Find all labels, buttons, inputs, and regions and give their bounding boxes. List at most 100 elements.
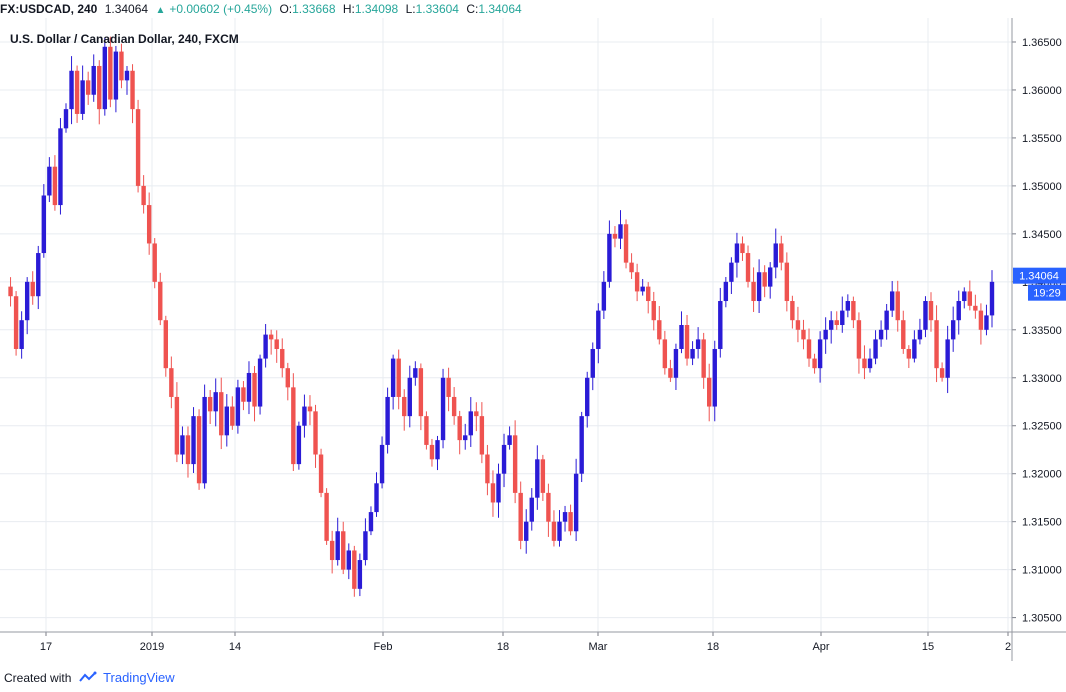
candle-body (817, 339, 823, 369)
candle-body (812, 358, 817, 369)
candle-body (740, 243, 745, 254)
candle-body (707, 377, 712, 407)
candle-body (535, 459, 540, 498)
candle-body (668, 368, 673, 378)
candle-body (873, 339, 878, 359)
candle-body (662, 339, 668, 369)
candle-body (74, 70, 80, 114)
candle-body (346, 550, 351, 570)
candle-body (108, 46, 113, 100)
y-tick-label: 1.33000 (1022, 373, 1062, 385)
y-tick-label: 1.35500 (1022, 133, 1062, 145)
candle-body (962, 291, 967, 302)
candle-body (978, 310, 984, 330)
candle-body (329, 540, 335, 561)
candle-body (601, 281, 607, 311)
x-tick-label: Mar (589, 641, 608, 653)
symbol-label[interactable]: FX:USDCAD, 240 (0, 2, 98, 16)
candle-body (745, 253, 751, 282)
high-label: H: (342, 2, 355, 16)
candle-body (30, 281, 35, 297)
candle-body (612, 233, 618, 239)
x-tick-label: 18 (707, 641, 719, 653)
high-value: 1.34098 (354, 2, 399, 16)
candle-body (302, 406, 307, 426)
candle-body (701, 339, 706, 378)
candle-body (923, 301, 928, 330)
x-tick-label: 14 (229, 641, 241, 653)
candle-body (579, 416, 584, 474)
candle-body (130, 70, 135, 110)
candle-body (562, 512, 568, 522)
candle-body (158, 281, 163, 321)
candle-body (867, 358, 873, 369)
candle-body (806, 339, 812, 359)
candle-body (235, 387, 241, 426)
candle-body (479, 416, 485, 455)
tradingview-brand[interactable]: TradingView (103, 670, 175, 685)
candle-body (629, 262, 634, 273)
candle-body (102, 46, 108, 110)
x-tick-label: 18 (497, 641, 509, 653)
candle-body (840, 310, 845, 325)
candle-body (213, 392, 218, 412)
candle-body (163, 320, 169, 369)
created-with-label: Created with (4, 671, 72, 685)
candle-body (723, 281, 729, 302)
y-tick-label: 1.31000 (1022, 565, 1062, 577)
candle-body (263, 334, 268, 359)
candle-body (568, 512, 573, 532)
y-tick-label: 1.31500 (1022, 517, 1062, 529)
y-tick-label: 1.33500 (1022, 325, 1062, 337)
candle-body (352, 550, 357, 589)
last-price-label: 1.34064 (1019, 271, 1059, 283)
y-tick-label: 1.36500 (1022, 37, 1062, 49)
candle-body (768, 267, 773, 287)
price-change: +0.00602 (+0.45%) (169, 2, 273, 16)
candle-body (390, 358, 396, 397)
candle-body (8, 286, 13, 297)
candle-body (956, 301, 961, 321)
candle-body (169, 368, 174, 397)
candle-body (573, 473, 579, 532)
chart-area[interactable]: 1.30500 1.31000 1.31500 1.32000 1.32500 1.330… (0, 18, 1066, 661)
candle-body (917, 329, 923, 340)
candle-body (402, 396, 407, 417)
chart-background (0, 18, 1066, 661)
candle-body (219, 392, 224, 436)
candle-body (36, 253, 41, 297)
low-value: 1.33604 (415, 2, 459, 16)
candle-body (97, 65, 102, 110)
candle-body (679, 325, 684, 349)
y-tick-label: 1.32000 (1022, 469, 1062, 481)
candle-body (202, 396, 207, 484)
candle-body (113, 51, 119, 100)
candle-body (80, 80, 85, 114)
candle-body (596, 310, 601, 349)
candle-body (934, 320, 939, 369)
candle-body (828, 320, 834, 330)
candle-body (407, 377, 412, 417)
last-price-badge (1013, 267, 1066, 284)
candle-body (518, 492, 523, 541)
candle-body (446, 377, 451, 397)
candle-body (318, 454, 324, 493)
candle-body (418, 368, 424, 417)
candle-body (413, 368, 418, 378)
close-label: C: (466, 2, 479, 16)
symbol-header: FX:USDCAD, 240 1.34064 ▲ +0.00602 (+0.45%… (0, 0, 1066, 18)
chart-title: U.S. Dollar / Canadian Dollar, 240, FXCM (10, 32, 239, 46)
candle-body (551, 521, 557, 541)
x-tick-label: 17 (40, 641, 52, 653)
price-chart[interactable]: 1.30500 1.31000 1.31500 1.32000 1.32500 1.330… (0, 18, 1066, 661)
x-tick-label: Feb (374, 641, 393, 653)
candle-body (684, 325, 690, 359)
candle-body (718, 301, 723, 349)
candle-body (823, 329, 828, 340)
candle-body (512, 435, 518, 493)
candle-body (241, 387, 246, 402)
candle-body (795, 320, 801, 330)
candle-body (762, 272, 767, 287)
candle-body (895, 291, 900, 321)
candle-body (967, 291, 973, 306)
